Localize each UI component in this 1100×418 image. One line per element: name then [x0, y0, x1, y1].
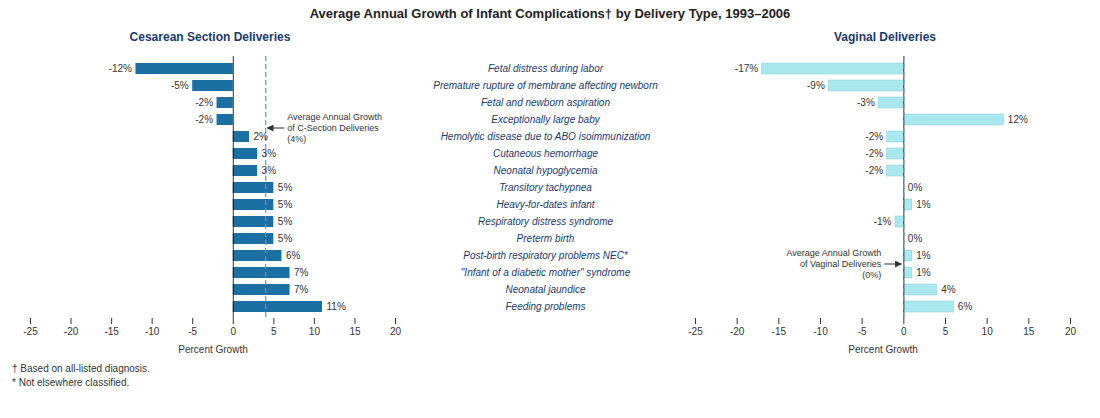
svg-text:-2%: -2%	[195, 97, 213, 108]
svg-text:Exceptionally large baby: Exceptionally large baby	[491, 114, 600, 125]
svg-text:11%: 11%	[327, 301, 346, 312]
svg-text:-20: -20	[64, 326, 79, 337]
svg-text:-1%: -1%	[874, 216, 892, 227]
svg-text:12%: 12%	[1008, 114, 1028, 125]
svg-text:-3%: -3%	[857, 97, 875, 108]
svg-text:4%: 4%	[941, 284, 956, 295]
svg-text:Respiratory distress syndrome: Respiratory distress syndrome	[478, 216, 613, 227]
svg-text:1%: 1%	[916, 199, 931, 210]
svg-text:-5: -5	[858, 326, 867, 337]
svg-text:Feeding problems: Feeding problems	[505, 301, 585, 312]
svg-text:Cutaneous hemorrhage: Cutaneous hemorrhage	[493, 148, 599, 159]
html-text:† Based on all-listed diagnosi: † Based on all-listed diagnosis.	[12, 363, 150, 374]
svg-text:-9%: -9%	[807, 80, 825, 91]
svg-text:"Infant of a diabetic mother": "Infant of a diabetic mother" syndrome	[461, 267, 631, 278]
svg-text:6%: 6%	[958, 301, 973, 312]
svg-text:2%: 2%	[254, 131, 269, 142]
svg-text:Preterm birth: Preterm birth	[517, 233, 575, 244]
svg-text:-5%: -5%	[171, 80, 189, 91]
svg-text:5%: 5%	[278, 216, 293, 227]
svg-text:1%: 1%	[916, 250, 931, 261]
svg-text:Average Annual Growthof C-Sect: Average Annual Growthof C-Section Delive…	[287, 112, 382, 144]
svg-text:15: 15	[349, 326, 361, 337]
svg-text:Neonatal hypoglycemia: Neonatal hypoglycemia	[494, 165, 598, 176]
svg-text:5%: 5%	[278, 233, 293, 244]
svg-text:-20: -20	[730, 326, 745, 337]
svg-text:6%: 6%	[286, 250, 301, 261]
svg-text:Average Annual Growthof Vagina: Average Annual Growthof Vaginal Deliveri…	[786, 248, 881, 280]
svg-text:-2%: -2%	[865, 165, 883, 176]
svg-text:Heavy-for-dates infant: Heavy-for-dates infant	[496, 199, 595, 210]
svg-text:5: 5	[943, 326, 949, 337]
svg-text:10: 10	[982, 326, 994, 337]
svg-text:0: 0	[901, 326, 907, 337]
svg-text:Hemolytic disease due to ABO i: Hemolytic disease due to ABO isoimmuniza…	[441, 131, 651, 142]
svg-text:-2%: -2%	[195, 114, 213, 125]
svg-text:-15: -15	[772, 326, 787, 337]
svg-text:Percent Growth: Percent Growth	[178, 344, 247, 355]
html-text:* Not elsewhere classified.: * Not elsewhere classified.	[12, 377, 130, 388]
svg-text:-5: -5	[188, 326, 197, 337]
svg-text:-25: -25	[23, 326, 38, 337]
svg-text:Transitory tachypnea: Transitory tachypnea	[499, 182, 592, 193]
svg-text:Premature rupture of membrane: Premature rupture of membrane affecting …	[433, 80, 658, 91]
svg-text:-10: -10	[813, 326, 828, 337]
svg-text:-15: -15	[104, 326, 119, 337]
svg-text:3%: 3%	[262, 148, 277, 159]
svg-text:5: 5	[271, 326, 277, 337]
svg-text:0%: 0%	[908, 233, 923, 244]
svg-text:5%: 5%	[278, 182, 293, 193]
html-text:Vaginal Deliveries: Vaginal Deliveries	[834, 30, 936, 44]
svg-text:7%: 7%	[294, 267, 309, 278]
svg-text:10: 10	[309, 326, 321, 337]
svg-text:3%: 3%	[262, 165, 277, 176]
svg-text:0: 0	[230, 326, 236, 337]
svg-text:-25: -25	[688, 326, 703, 337]
svg-text:0%: 0%	[908, 182, 923, 193]
svg-text:-17%: -17%	[735, 63, 758, 74]
svg-text:7%: 7%	[294, 284, 309, 295]
svg-text:15: 15	[1023, 326, 1035, 337]
svg-text:Fetal and newborn aspiration: Fetal and newborn aspiration	[481, 97, 610, 108]
svg-text:20: 20	[1065, 326, 1077, 337]
svg-text:Percent Growth: Percent Growth	[848, 344, 917, 355]
svg-text:20: 20	[390, 326, 402, 337]
svg-text:-2%: -2%	[865, 131, 883, 142]
svg-text:-10: -10	[145, 326, 160, 337]
html-text:Cesarean Section Deliveries: Cesarean Section Deliveries	[129, 30, 291, 44]
svg-text:-2%: -2%	[865, 148, 883, 159]
svg-text:1%: 1%	[916, 267, 931, 278]
svg-text:Neonatal jaundice: Neonatal jaundice	[505, 284, 585, 295]
svg-text:Fetal distress during labor: Fetal distress during labor	[488, 63, 604, 74]
html-text:Average Annual Growth of Infan: Average Annual Growth of Infant Complica…	[309, 6, 791, 21]
svg-text:-12%: -12%	[109, 63, 132, 74]
svg-text:5%: 5%	[278, 199, 293, 210]
svg-text:Post-birth respiratory problem: Post-birth respiratory problems NEC*	[463, 250, 629, 261]
